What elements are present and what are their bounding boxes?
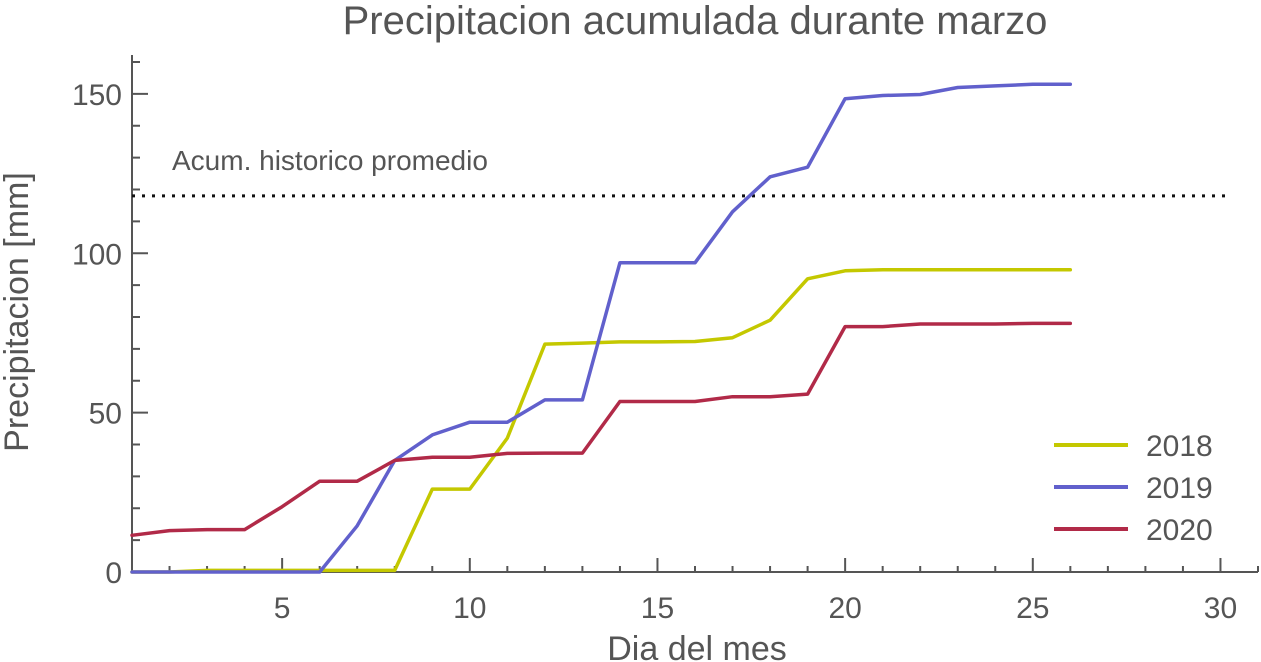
x-tick-label: 30 (1204, 592, 1237, 625)
series-line-2018 (130, 268, 1073, 574)
y-tick-label: 50 (89, 398, 122, 431)
x-tick-label: 15 (641, 592, 674, 625)
x-tick-label: 5 (274, 592, 291, 625)
legend-label-2018: 2018 (1146, 430, 1213, 463)
series-line-2020 (130, 321, 1073, 538)
x-tick-label: 20 (828, 592, 861, 625)
x-tick-label: 25 (1016, 592, 1049, 625)
axis-ticks: 5 10 15 20 25 30 0 50 100 150 (72, 61, 1259, 625)
series-line-2019 (130, 82, 1073, 574)
y-tick-label: 0 (105, 557, 122, 590)
legend: 2018 2019 2020 (1054, 430, 1213, 547)
y-tick-label: 100 (72, 238, 122, 271)
legend-label-2019: 2019 (1146, 472, 1213, 505)
series-lines (130, 82, 1073, 574)
y-axis-label: Precipitacion [mm] (0, 172, 36, 452)
reference-group: Acum. historico promedio (132, 145, 1230, 198)
x-axis-label: Dia del mes (607, 630, 787, 662)
historical-average-label: Acum. historico promedio (172, 145, 488, 176)
chart-title: Precipitacion acumulada durante marzo (343, 0, 1048, 43)
legend-label-2020: 2020 (1146, 514, 1213, 547)
y-tick-label: 150 (72, 79, 122, 112)
x-tick-label: 10 (453, 592, 486, 625)
